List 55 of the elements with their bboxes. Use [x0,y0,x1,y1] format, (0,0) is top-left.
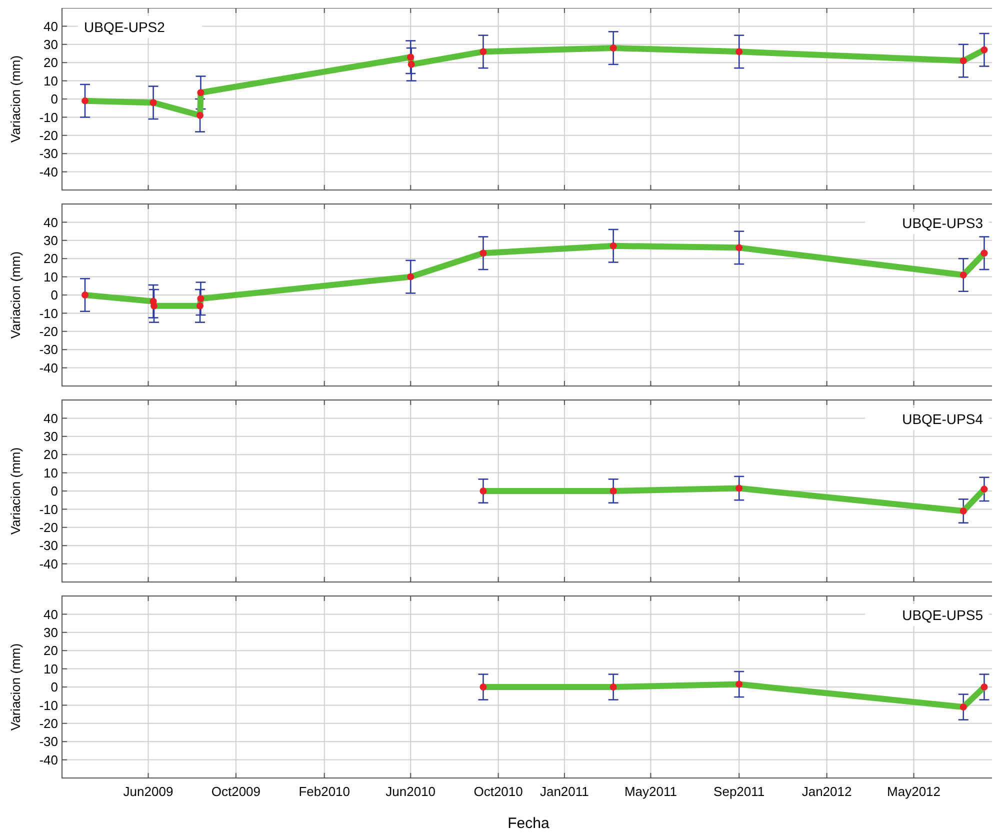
y-tick-label: 10 [44,661,58,676]
y-tick-label: -30 [39,342,58,358]
y-tick-label: 30 [44,232,58,248]
annotation: UBQE-UPS5 [902,607,984,623]
y-tick-label: 20 [44,251,58,266]
y-tick-label: 10 [44,269,58,284]
y-tick-label: -20 [39,128,58,143]
y-tick-label: -20 [39,520,58,535]
y-tick-label: -40 [39,164,58,180]
y-tick-label: 40 [44,410,58,426]
y-tick-label: -30 [39,734,58,750]
x-tick-label: Jan2012 [802,784,852,799]
x-tick-label: Jun2010 [386,784,436,799]
y-tick-label: -10 [39,110,58,125]
y-tick-label: -20 [39,324,58,339]
annotation: UBQE-UPS2 [84,19,166,35]
y-tick-label: 40 [44,214,58,230]
y-axis-title: Variacion (mm) [8,55,23,143]
y-tick-label: 0 [50,288,58,303]
x-tick-label: May2012 [887,784,941,799]
y-tick-label: 0 [50,484,58,499]
x-tick-label: May2011 [624,784,677,799]
y-tick-label: 30 [44,428,58,444]
y-tick-label: 0 [50,92,58,107]
y-tick-label: 40 [44,18,58,34]
y-tick-label: -40 [39,360,58,376]
x-tick-label: Jun2009 [123,784,174,799]
annotation: UBQE-UPS3 [902,215,984,231]
x-tick-label: Sep2011 [714,784,765,799]
y-tick-label: -20 [39,716,58,731]
x-axis-title: Fecha [508,815,550,832]
x-tick-label: Feb2010 [298,784,350,799]
y-axis-title: Variacion (mm) [8,643,23,731]
y-tick-label: 30 [44,36,58,52]
annotation: UBQE-UPS4 [902,411,984,427]
y-tick-label: 40 [44,606,58,622]
y-tick-label: 10 [44,73,58,88]
x-tick-label: Jan2011 [540,784,589,799]
y-tick-label: 0 [50,680,58,695]
y-tick-label: -40 [39,556,58,572]
y-tick-label: 30 [44,624,58,640]
y-tick-label: -30 [39,146,58,162]
y-tick-label: -10 [39,502,58,517]
y-tick-label: -30 [39,538,58,554]
y-tick-label: 20 [44,643,58,658]
x-tick-label: Oct2009 [211,784,261,799]
y-axis-title: Variacion (mm) [8,251,23,339]
y-tick-label: -10 [39,698,58,713]
y-tick-label: 20 [44,55,58,70]
y-tick-label: -40 [39,752,58,768]
y-tick-label: -10 [39,306,58,321]
y-tick-label: 10 [44,465,58,480]
x-tick-label: Oct2010 [474,784,523,799]
y-tick-label: 20 [44,447,58,462]
y-axis-title: Variacion (mm) [8,447,23,535]
